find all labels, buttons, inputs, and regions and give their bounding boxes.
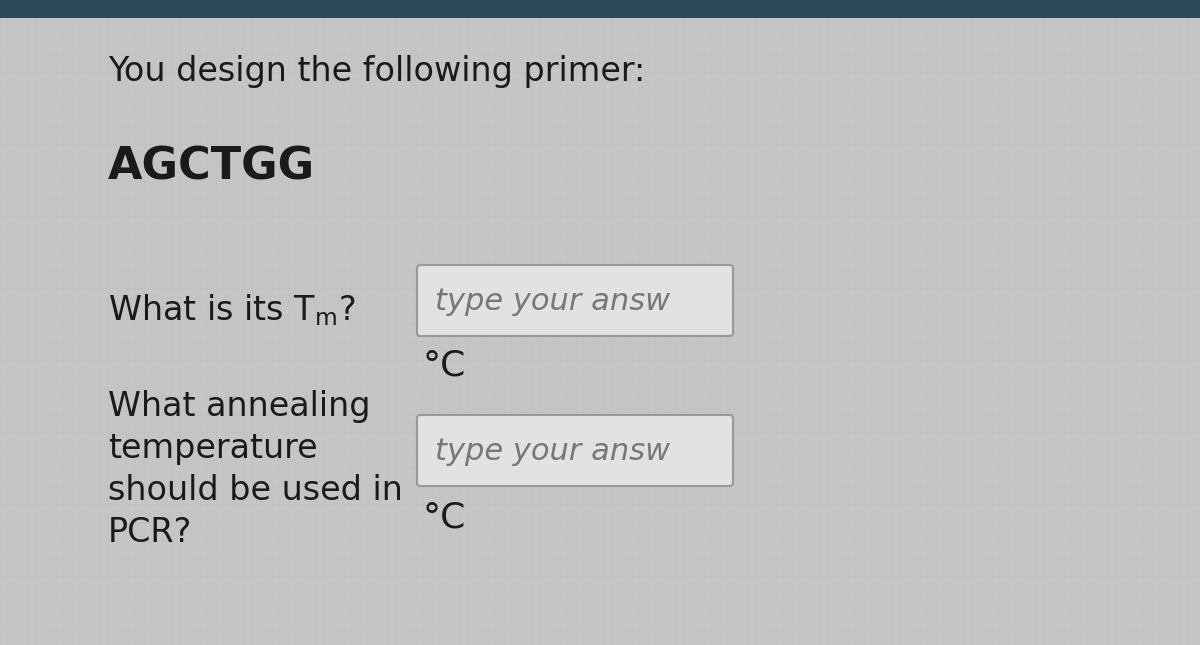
Bar — [0, 0, 1200, 18]
Text: PCR?: PCR? — [108, 516, 192, 549]
Text: °C: °C — [422, 500, 466, 534]
FancyBboxPatch shape — [418, 415, 733, 486]
Text: You design the following primer:: You design the following primer: — [108, 55, 646, 88]
Text: °C: °C — [422, 348, 466, 382]
Text: should be used in: should be used in — [108, 474, 403, 507]
Text: type your answ: type your answ — [436, 437, 670, 466]
Text: What is its $\mathregular{T_m}$?: What is its $\mathregular{T_m}$? — [108, 292, 355, 328]
Text: AGCTGG: AGCTGG — [108, 145, 316, 188]
Text: temperature: temperature — [108, 432, 318, 465]
Text: What annealing: What annealing — [108, 390, 371, 423]
Text: type your answ: type your answ — [436, 286, 670, 315]
FancyBboxPatch shape — [418, 265, 733, 336]
